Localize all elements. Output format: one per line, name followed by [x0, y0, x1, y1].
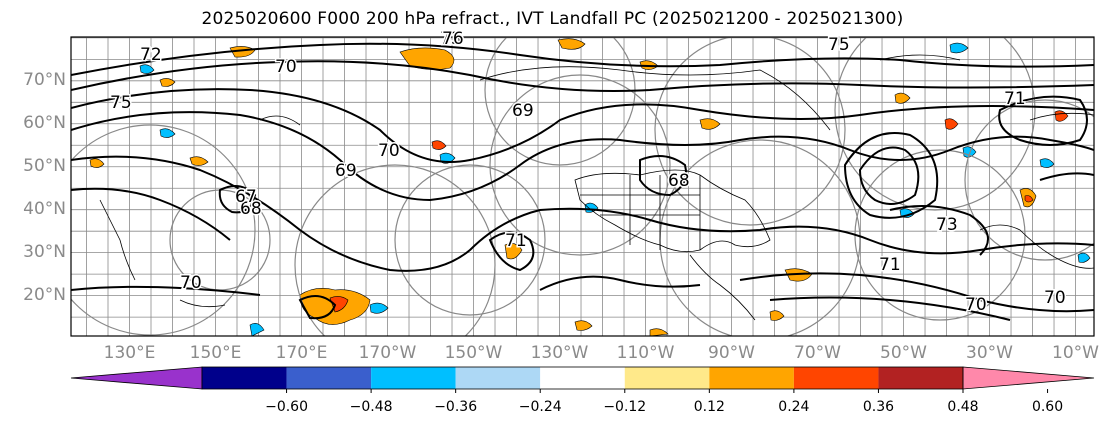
plot-frame — [70, 36, 1095, 337]
latitude-label: 20°N — [23, 284, 66, 305]
longitude-label: 170°W — [358, 343, 417, 363]
colorbar-tick-label: 0.24 — [778, 399, 810, 415]
colorbar-tick-label: −0.48 — [349, 399, 393, 415]
colorbar-tick-label: 0.60 — [1031, 399, 1064, 415]
contour-label: 70 — [180, 273, 202, 293]
contour-label: 69 — [512, 101, 534, 121]
contour-label: 71 — [879, 255, 901, 275]
colorbar-segment — [286, 367, 372, 389]
contour-label: 73 — [936, 215, 958, 235]
longitude-label: 150°E — [189, 343, 242, 363]
colorbar-tick-label: −0.24 — [518, 399, 562, 415]
latitude-label: 50°N — [23, 155, 66, 176]
contour-label: 70 — [1044, 288, 1066, 308]
longitude-label: 150°W — [444, 343, 503, 363]
colorbar-extend-low — [70, 366, 203, 390]
colorbar-tick-label: 0.36 — [862, 399, 895, 415]
contour-label: 71 — [505, 231, 527, 251]
coastlines — [99, 54, 1094, 321]
colorbar-tick-label: −0.60 — [265, 399, 308, 415]
contour-label: 75 — [828, 35, 850, 55]
colorbar-segment — [455, 367, 541, 389]
longitude-label: 130°W — [530, 343, 589, 363]
colorbar-tick-label: 0.12 — [693, 399, 725, 415]
latitude-label: 30°N — [23, 241, 66, 262]
colorbar-segment — [624, 367, 710, 389]
colorbar-segment — [793, 367, 879, 389]
longitude-label: 110°W — [616, 343, 675, 363]
longitude-label: 70°W — [794, 343, 841, 363]
map-title: 2025020600 F000 200 hPa refract., IVT La… — [201, 9, 904, 29]
refractivity-contours — [71, 42, 1094, 321]
colorbar-tick-label: −0.12 — [603, 399, 647, 415]
contour-label: 75 — [110, 93, 132, 113]
colorbar-segment — [371, 367, 456, 389]
colorbar-segment — [540, 367, 625, 389]
colorbar-segment — [202, 367, 287, 389]
colorbar-tick-label: 0.48 — [947, 399, 979, 415]
longitude-label: 10°W — [1052, 343, 1099, 363]
colorbar-segment — [709, 367, 794, 389]
contour-label: 70 — [965, 295, 987, 315]
longitude-label: 170°E — [275, 343, 328, 363]
contour-label: 76 — [442, 29, 464, 49]
contour-label: 73 — [440, 29, 462, 49]
contour-label: 70 — [275, 57, 297, 77]
longitude-label: 30°W — [966, 343, 1013, 363]
colorbar-extend-high — [962, 366, 1095, 390]
contour-label: 67 — [235, 187, 257, 207]
contour-label: 68 — [668, 171, 690, 191]
contour-label: 71 — [1004, 89, 1026, 109]
contour-label: 70 — [378, 141, 400, 161]
latitude-label: 40°N — [23, 198, 66, 219]
contour-label: 72 — [140, 45, 162, 65]
contour-label: 69 — [335, 161, 357, 181]
colorbar-tick-label: −0.36 — [434, 399, 478, 415]
longitude-label: 130°E — [103, 343, 156, 363]
latitude-label: 70°N — [23, 69, 66, 90]
colorbar — [70, 366, 1095, 393]
contour-label: 68 — [240, 199, 262, 219]
colorbar-segment — [878, 367, 963, 389]
colorbar-frame — [201, 366, 964, 390]
latitude-label: 60°N — [23, 112, 66, 133]
longitude-label: 50°W — [880, 343, 927, 363]
longitude-label: 90°W — [708, 343, 755, 363]
shaded-anomalies — [89, 38, 1091, 336]
